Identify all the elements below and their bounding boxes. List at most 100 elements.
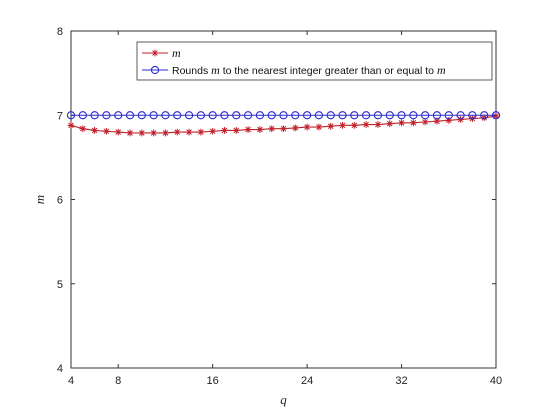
data-point — [267, 111, 276, 120]
data-point — [338, 111, 347, 120]
x-tick-label: 16 — [207, 375, 219, 387]
data-point — [350, 121, 358, 129]
data-point — [457, 116, 464, 123]
data-point — [456, 111, 465, 120]
data-point — [444, 111, 453, 120]
data-point — [468, 111, 477, 120]
data-point — [208, 111, 217, 120]
data-point — [361, 111, 371, 120]
legend-item-1: m — [142, 46, 181, 60]
data-point — [315, 123, 323, 131]
data-point — [102, 111, 111, 120]
x-axis: 4 8 16 24 32 40 — [68, 31, 502, 387]
data-point — [291, 124, 299, 132]
data-point — [280, 125, 287, 133]
data-point — [243, 111, 253, 120]
data-point — [268, 125, 276, 133]
data-point — [432, 111, 442, 120]
y-tick-label: 7 — [57, 110, 63, 122]
x-tick-label: 32 — [395, 375, 407, 387]
plot-frame — [70, 30, 497, 369]
legend-box — [136, 41, 493, 81]
legend-label-part: m — [211, 63, 220, 77]
series-layer — [66, 111, 501, 137]
plot-area — [70, 30, 497, 369]
data-point — [397, 111, 406, 120]
legend-swatch-marker — [150, 65, 160, 75]
data-point — [421, 118, 429, 126]
data-point — [445, 116, 453, 124]
data-point — [386, 120, 394, 128]
data-point — [433, 117, 441, 125]
data-point — [398, 119, 405, 127]
data-point — [162, 129, 169, 137]
data-point — [409, 119, 417, 127]
data-point — [385, 111, 394, 120]
data-point — [173, 128, 181, 136]
series-2 — [66, 111, 501, 120]
legend-label-part: m — [172, 46, 181, 60]
data-point — [90, 111, 99, 120]
data-point — [409, 111, 418, 120]
data-point — [161, 111, 170, 120]
data-point — [232, 111, 241, 120]
y-tick-label: 8 — [57, 26, 63, 38]
y-tick-label: 5 — [57, 279, 63, 291]
data-point — [185, 128, 193, 136]
x-tick-label: 4 — [68, 375, 74, 387]
legend-label: m — [172, 46, 181, 60]
legend-label-part: m — [437, 63, 446, 77]
y-axis-label: m — [32, 195, 47, 204]
x-tick-label: 40 — [490, 375, 502, 387]
data-point — [339, 121, 346, 129]
data-point — [244, 126, 252, 133]
data-point — [491, 111, 501, 120]
data-point — [91, 127, 99, 134]
data-point — [492, 112, 500, 120]
data-point — [184, 111, 194, 120]
data-point — [67, 121, 75, 129]
data-point — [374, 121, 382, 128]
data-point — [291, 111, 300, 120]
data-point — [350, 111, 359, 120]
data-point — [480, 111, 489, 120]
data-point — [79, 125, 87, 133]
data-point — [326, 111, 335, 120]
series-1 — [67, 112, 500, 137]
data-point — [362, 121, 370, 128]
data-point — [138, 129, 146, 137]
x-axis-label: q — [280, 392, 287, 407]
x-tick-label: 8 — [115, 375, 121, 387]
y-tick-label: 4 — [57, 363, 63, 375]
data-point — [421, 111, 430, 120]
data-point — [114, 111, 123, 120]
data-point — [173, 111, 182, 120]
legend-label-part: to the nearest integer greater than or e… — [220, 65, 437, 77]
legend-swatch-marker — [151, 49, 159, 57]
data-point — [125, 111, 135, 120]
y-axis: 4 5 6 7 8 — [57, 26, 496, 375]
data-point — [314, 111, 324, 120]
data-point — [137, 111, 146, 120]
data-point — [255, 111, 265, 120]
data-point — [149, 111, 158, 120]
data-point — [256, 126, 264, 133]
legend-item-2: Rounds m to the nearest integer greater … — [142, 63, 446, 77]
data-point — [373, 111, 383, 120]
data-point — [221, 127, 228, 134]
data-point — [103, 127, 110, 135]
data-point — [209, 127, 217, 135]
data-point — [220, 111, 229, 120]
x-tick-label: 24 — [301, 375, 313, 387]
data-point — [126, 129, 134, 137]
data-point — [150, 129, 158, 137]
data-point — [302, 111, 312, 120]
data-point — [78, 111, 87, 120]
data-point — [114, 128, 122, 136]
legend-label: Rounds m to the nearest integer greater … — [172, 63, 446, 77]
data-point — [327, 122, 335, 130]
y-tick-label: 6 — [57, 195, 63, 207]
legend-label-part: Rounds — [172, 65, 211, 77]
